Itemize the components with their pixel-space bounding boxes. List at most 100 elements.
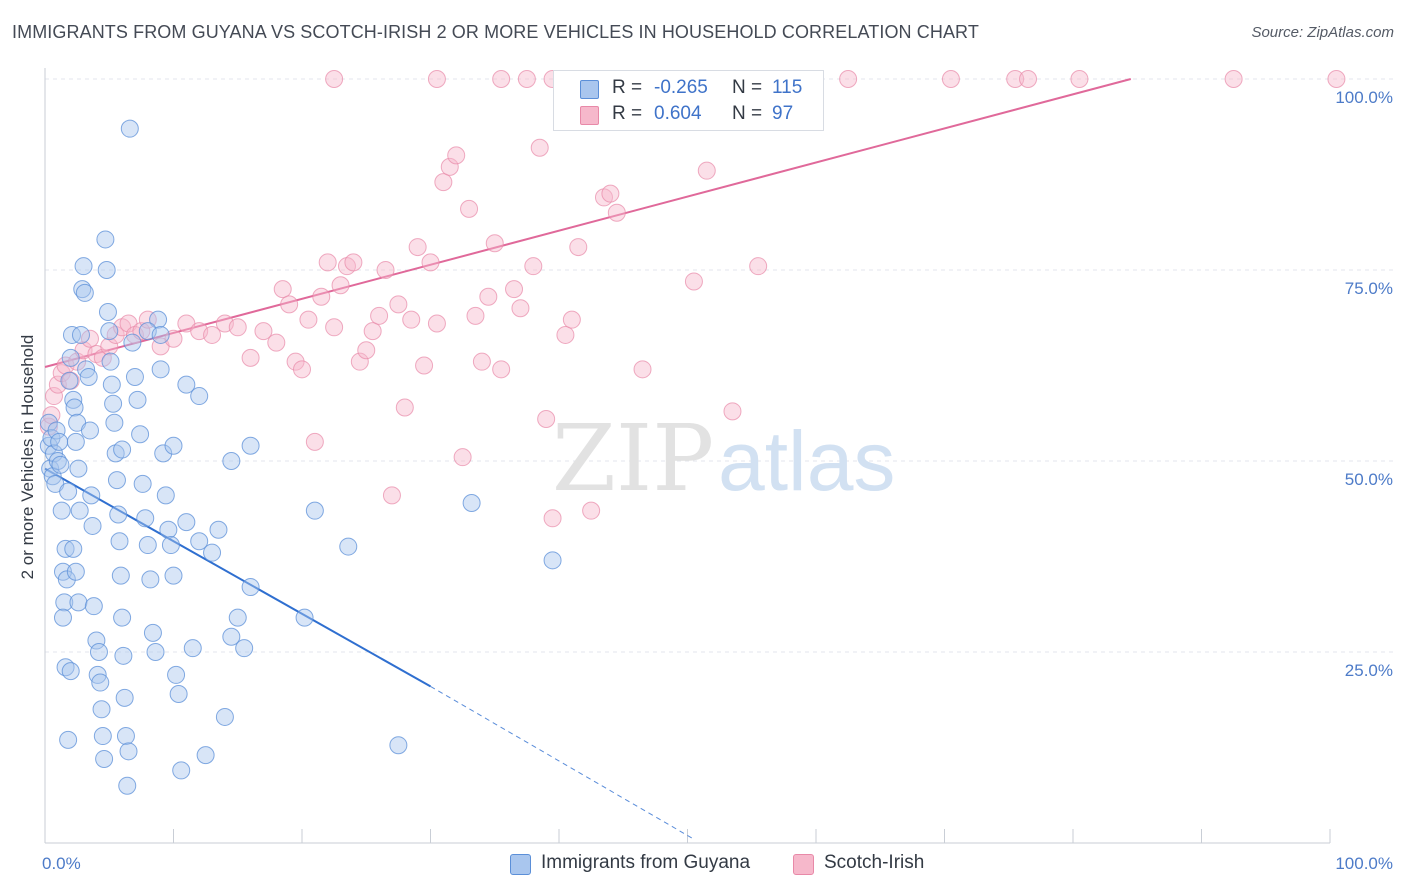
point-guyana: [55, 593, 74, 612]
point-guyana: [154, 444, 173, 463]
point-scotch-irish: [562, 310, 581, 329]
point-guyana: [389, 736, 408, 755]
n-label: N =: [732, 77, 763, 98]
point-scotch-irish: [569, 238, 588, 257]
point-guyana: [57, 570, 76, 589]
chart-title: IMMIGRANTS FROM GUYANA VS SCOTCH-IRISH 2…: [12, 22, 979, 42]
point-guyana: [215, 707, 234, 726]
point-scotch-irish: [1327, 70, 1346, 88]
point-guyana: [203, 543, 222, 562]
point-guyana: [183, 639, 202, 658]
point-scotch-irish: [492, 360, 511, 379]
point-scotch-irish: [556, 325, 575, 344]
legend-swatch-blue: [510, 854, 531, 875]
point-guyana: [84, 597, 103, 616]
point-scotch-irish: [485, 234, 504, 253]
series-scotch-irish: [39, 70, 1346, 528]
x-tick-label-max: 100.0%: [1335, 854, 1393, 873]
point-guyana: [169, 685, 188, 704]
point-scotch-irish: [402, 310, 421, 329]
point-scotch-irish: [408, 238, 427, 257]
point-guyana: [101, 352, 120, 371]
point-scotch-irish: [1070, 70, 1089, 88]
y-tick-label: 75.0%: [1345, 279, 1393, 298]
point-guyana: [113, 440, 132, 459]
n-value: 97: [772, 103, 794, 124]
point-guyana: [47, 421, 66, 440]
point-scotch-irish: [305, 432, 324, 451]
point-guyana: [190, 532, 209, 551]
point-guyana: [61, 348, 80, 367]
point-scotch-irish: [517, 70, 536, 88]
point-guyana: [228, 608, 247, 627]
r-value: 0.604: [654, 103, 702, 124]
point-guyana: [151, 325, 170, 344]
point-scotch-irish: [582, 501, 601, 520]
legend-label-guyana: Immigrants from Guyana: [541, 852, 751, 873]
series-legend: Immigrants from Guyana Scotch-Irish: [0, 852, 1406, 878]
point-guyana: [159, 520, 178, 539]
point-guyana: [113, 608, 132, 627]
point-guyana: [69, 459, 88, 478]
point-scotch-irish: [286, 352, 305, 371]
trend-line-guyana-extension: [430, 685, 695, 840]
point-guyana: [151, 360, 170, 379]
point-guyana: [164, 566, 183, 585]
stats-legend: R = -0.265 N = 115 R = 0.604 N = 97: [553, 70, 824, 131]
point-guyana: [59, 482, 78, 501]
series-guyana: [39, 119, 562, 795]
point-scotch-irish: [1224, 70, 1243, 88]
point-guyana: [156, 486, 175, 505]
r-value: -0.265: [654, 77, 708, 98]
point-scotch-irish: [331, 276, 350, 295]
point-guyana: [109, 505, 128, 524]
point-scotch-irish: [267, 333, 286, 352]
point-guyana: [196, 746, 215, 765]
point-guyana: [146, 643, 165, 661]
point-guyana: [115, 688, 134, 707]
y-tick-label: 50.0%: [1345, 470, 1393, 489]
trend-line-guyana: [44, 467, 431, 688]
point-guyana: [133, 474, 152, 493]
point-guyana: [89, 643, 108, 661]
point-guyana: [87, 631, 106, 650]
point-guyana: [149, 310, 168, 329]
point-guyana: [64, 539, 83, 558]
point-guyana: [114, 646, 133, 665]
watermark-atlas: atlas: [718, 414, 895, 508]
point-guyana: [177, 375, 196, 394]
point-scotch-irish: [460, 199, 479, 218]
point-scotch-irish: [511, 299, 530, 318]
point-scotch-irish: [241, 348, 260, 367]
point-guyana: [70, 501, 89, 520]
point-scotch-irish: [228, 318, 247, 337]
point-scotch-irish: [941, 70, 960, 88]
point-guyana: [161, 536, 180, 555]
point-guyana: [53, 608, 72, 627]
point-scotch-irish: [749, 257, 768, 276]
point-scotch-irish: [203, 325, 222, 344]
source-credit: Source: ZipAtlas.com: [1251, 24, 1394, 41]
point-scotch-irish: [434, 173, 453, 192]
watermark-zip: ZIP: [552, 405, 714, 512]
point-scotch-irish: [312, 287, 331, 306]
point-guyana: [79, 367, 98, 386]
watermark: ZIP atlas: [552, 405, 895, 512]
point-guyana: [462, 494, 481, 513]
point-guyana: [125, 367, 144, 386]
n-value: 115: [772, 77, 803, 98]
point-scotch-irish: [684, 272, 703, 291]
point-scotch-irish: [427, 70, 446, 88]
point-scotch-irish: [492, 70, 511, 88]
point-scotch-irish: [1006, 70, 1025, 88]
point-scotch-irish: [453, 448, 472, 467]
point-guyana: [177, 513, 196, 532]
point-guyana: [66, 562, 85, 581]
point-scotch-irish: [447, 146, 466, 165]
point-guyana: [131, 425, 150, 444]
point-scotch-irish: [466, 306, 485, 325]
point-guyana: [82, 486, 101, 505]
point-scotch-irish: [325, 70, 344, 88]
point-scotch-irish: [427, 314, 446, 333]
point-scotch-irish: [607, 203, 626, 222]
